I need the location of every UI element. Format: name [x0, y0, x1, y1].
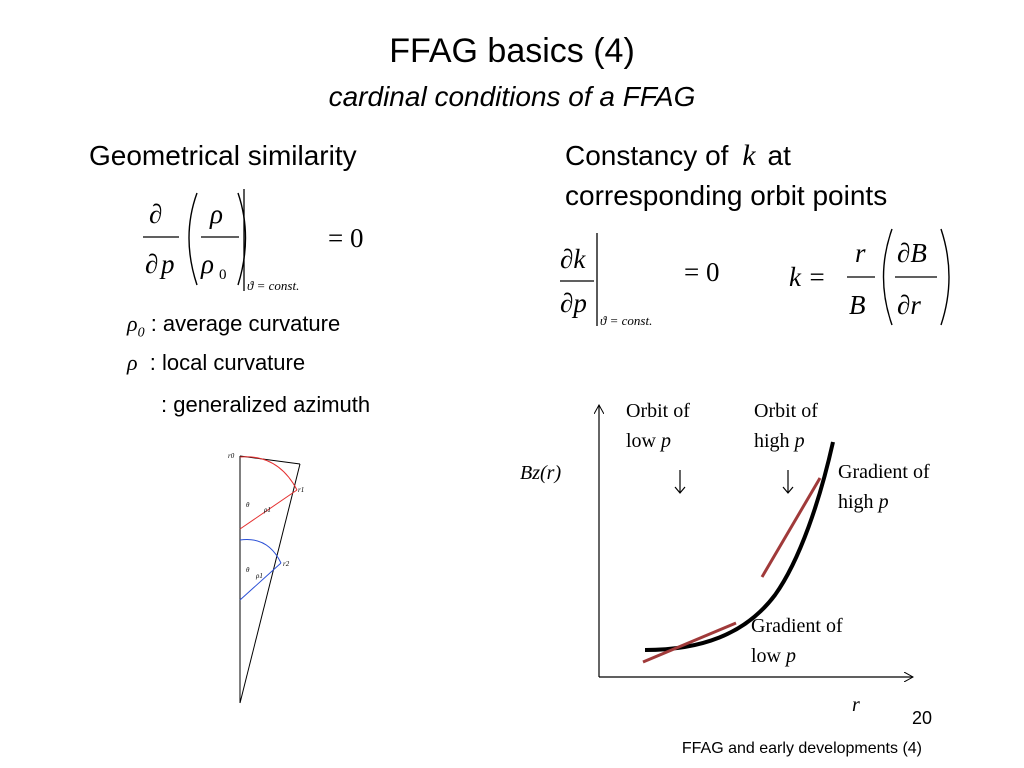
field-index-definition: k = r B ∂B ∂r [789, 228, 950, 326]
rho-symbol: ρ [127, 311, 138, 336]
bz-curve [644, 441, 835, 652]
constraint-label: ϑ = const. [247, 278, 299, 293]
numerator: ∂B [897, 238, 927, 268]
r-symbol: r [855, 238, 866, 268]
k-symbol: k [742, 139, 756, 172]
x-axis-label: r [852, 694, 860, 716]
r0-label: r0 [228, 452, 235, 460]
k-constancy-equation: ∂k ∂p ϑ = const. = 0 [560, 233, 719, 328]
low-p-tangent [642, 621, 737, 664]
rho2-label: ρ1 [255, 572, 263, 580]
orbit-low-label: Orbit of low p [626, 400, 690, 452]
definition-generalized-azimuth: : generalized azimuth [161, 390, 370, 420]
heading-text: at [767, 140, 791, 171]
momentum-symbol: p [159, 249, 175, 279]
rho1-label: ρ1 [263, 506, 271, 514]
r2-label: r2 [283, 560, 290, 568]
theta-label: θ [246, 501, 250, 509]
geometric-similarity-equation: ∂ ∂ p ρ ρ 0 ϑ = const. = 0 [143, 189, 363, 293]
gradient-low-label: Gradient of low p [751, 615, 843, 667]
equals-zero: = 0 [684, 257, 719, 287]
definition-average-curvature: ρ0 : average curvature [127, 309, 340, 348]
equals-zero: = 0 [328, 223, 363, 253]
rho-subscript: 0 [137, 325, 145, 341]
left-heading: Geometrical similarity [89, 140, 357, 171]
numerator: ∂k [560, 244, 586, 274]
slide-title: FFAG basics (4) [389, 32, 635, 70]
sector-sketch: r0 r1 r2 θ θ ρ1 ρ1 [228, 452, 304, 704]
footer-text: FFAG and early developments (4) [681, 740, 922, 757]
definition-text: : generalized azimuth [161, 392, 371, 417]
slide-subtitle: cardinal conditions of a FFAG [328, 81, 696, 112]
heading-text: Constancy of [565, 140, 729, 171]
right-heading-line2: corresponding orbit points [565, 180, 888, 211]
k-equals: k = [789, 262, 826, 292]
partial-symbol: ∂ [145, 249, 158, 279]
rho0-subscript: 0 [219, 267, 227, 283]
page-number: 20 [912, 708, 933, 728]
definition-text: : local curvature [149, 350, 306, 375]
partial-symbol: ∂ [149, 199, 162, 229]
gradient-high-label: Gradient of high p [838, 461, 930, 513]
high-orbit-arrowhead [782, 486, 794, 494]
rho0-symbol: ρ [200, 249, 214, 279]
bz-plot [500, 390, 1000, 720]
constraint-label: ϑ = const. [600, 313, 652, 328]
theta-label: θ [246, 566, 250, 574]
rho-symbol: ρ [127, 350, 138, 375]
low-orbit-arrowhead [674, 486, 686, 494]
denominator: ∂r [897, 290, 921, 320]
right-heading-line1: Constancy of k at [565, 137, 791, 175]
rho-symbol: ρ [209, 199, 223, 229]
definition-text: : average curvature [150, 311, 341, 336]
b-symbol: B [849, 290, 866, 320]
denominator: ∂p [560, 288, 587, 318]
orbit-high-label: Orbit of high p [754, 400, 818, 452]
r1-label: r1 [298, 486, 304, 494]
definition-local-curvature: ρ : local curvature [127, 348, 305, 378]
high-p-tangent [760, 477, 822, 578]
y-axis-label: Bz(r) [520, 462, 562, 484]
